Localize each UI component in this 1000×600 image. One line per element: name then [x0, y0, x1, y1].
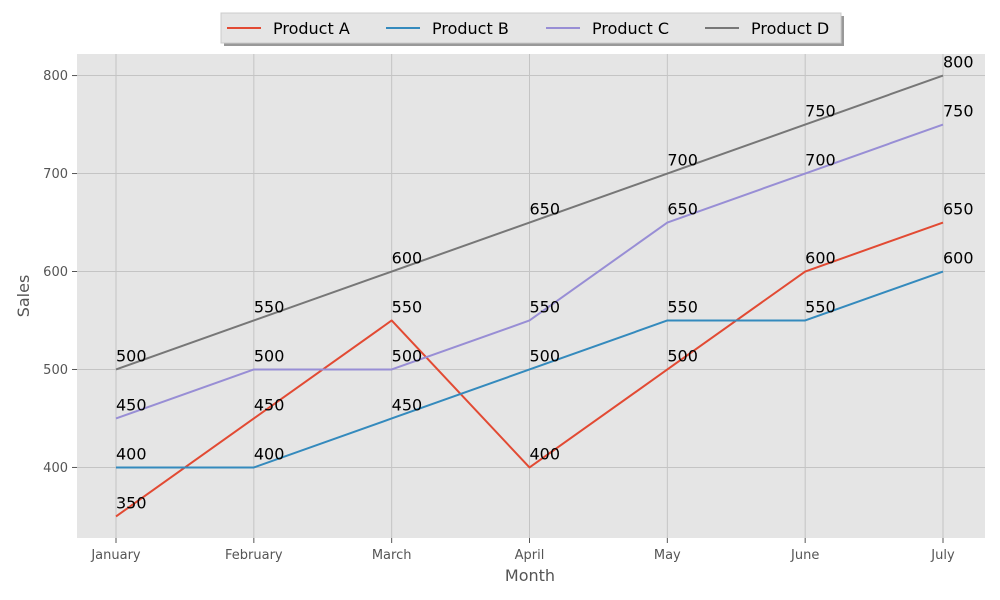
y-tick-label: 800	[43, 69, 68, 84]
y-tick-label: 600	[43, 265, 68, 280]
x-axis-ticks: January February March April May June July	[90, 538, 955, 563]
data-label: 500	[667, 346, 698, 365]
data-label: 500	[392, 346, 423, 365]
data-label: 550	[392, 297, 423, 316]
series-layer	[115, 74, 944, 518]
plot-background	[77, 54, 985, 538]
series-line-1	[115, 221, 944, 518]
data-label: 700	[667, 151, 698, 170]
y-axis-ticks: 400 500 600 700 800	[43, 69, 77, 476]
series-line-4	[115, 74, 944, 371]
data-label: 400	[530, 444, 561, 463]
x-tick-label: March	[372, 548, 412, 563]
data-labels: 350 450 550 400 500 600 650 400 400 450 500 550 550 6…	[116, 53, 974, 513]
x-tick-label: June	[790, 548, 819, 563]
data-label: 450	[254, 395, 285, 414]
data-label: 550	[254, 297, 285, 316]
legend-label: Product C	[592, 19, 669, 38]
legend-label: Product B	[432, 19, 509, 38]
x-tick-label: April	[515, 548, 545, 563]
data-label: 600	[943, 249, 974, 268]
x-axis-label: Month	[505, 566, 555, 585]
data-label: 550	[667, 297, 698, 316]
data-label: 400	[254, 444, 285, 463]
data-label: 550	[805, 297, 836, 316]
x-tick-label: July	[930, 548, 955, 563]
data-label: 750	[943, 102, 974, 121]
data-label: 650	[943, 200, 974, 219]
data-label: 600	[392, 249, 423, 268]
x-tick-label: January	[90, 548, 141, 563]
legend: Product A Product B Product C Product D	[220, 12, 844, 46]
y-tick-label: 500	[43, 363, 68, 378]
data-label: 400	[116, 444, 147, 463]
legend-label: Product A	[273, 19, 350, 38]
y-tick-label: 700	[43, 167, 68, 182]
data-label: 450	[116, 395, 147, 414]
data-label: 350	[116, 493, 147, 512]
data-label: 800	[943, 53, 974, 72]
x-tick-label: May	[654, 548, 681, 563]
data-label: 500	[530, 346, 561, 365]
data-label: 650	[530, 200, 561, 219]
data-label: 750	[805, 102, 836, 121]
data-label: 500	[116, 346, 147, 365]
data-label: 650	[667, 200, 698, 219]
y-tick-label: 400	[43, 461, 68, 476]
data-label: 600	[805, 249, 836, 268]
legend-label: Product D	[751, 19, 829, 38]
data-label: 550	[530, 297, 561, 316]
series-line-2	[116, 270, 944, 469]
data-label: 700	[805, 151, 836, 170]
data-label: 450	[392, 395, 423, 414]
y-axis-label: Sales	[14, 275, 33, 318]
x-tick-label: February	[225, 548, 283, 563]
series-line-3	[115, 123, 944, 420]
data-label: 500	[254, 346, 285, 365]
